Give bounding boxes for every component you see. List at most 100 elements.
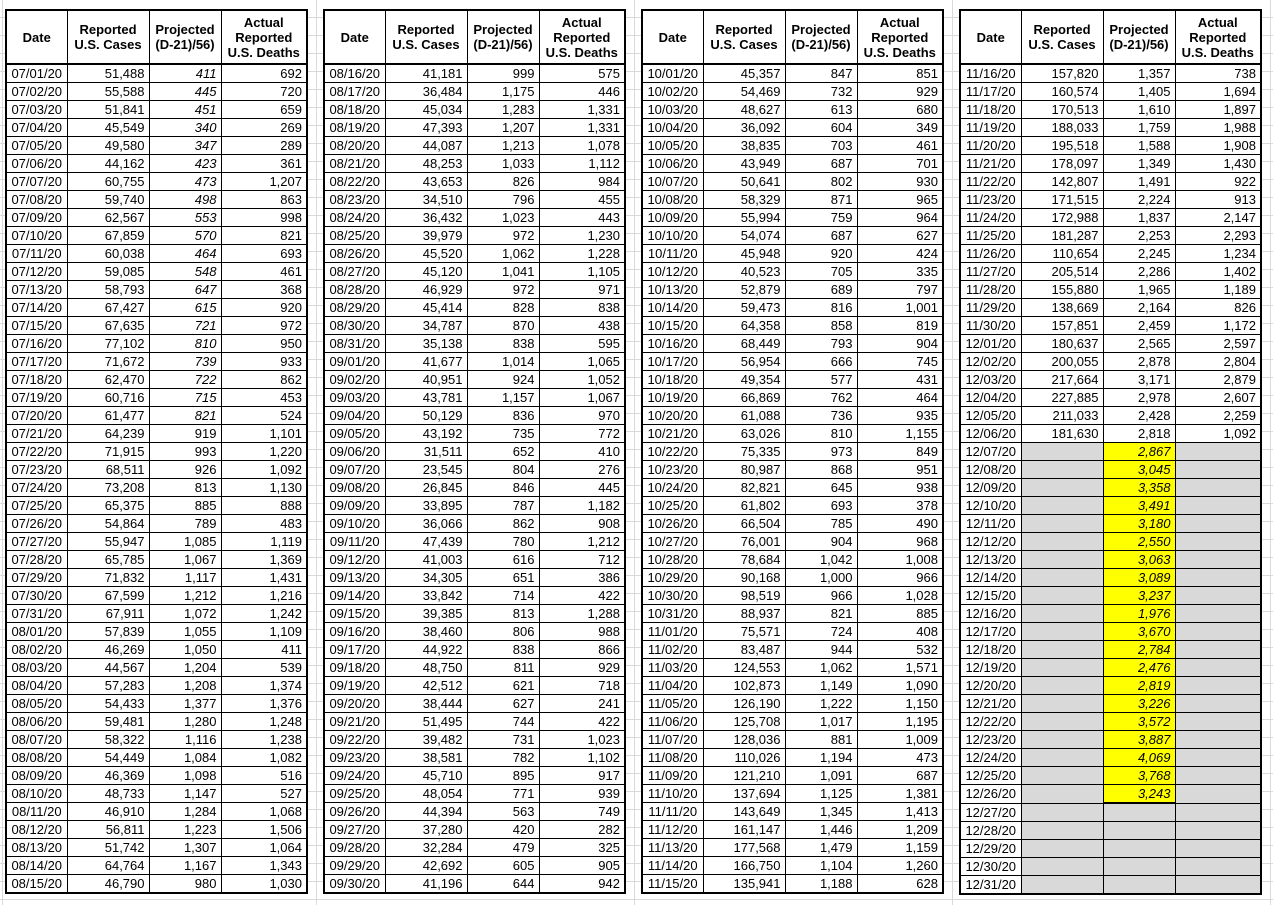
reported-cases-cell[interactable]: 49,354 (702, 370, 786, 389)
date-cell[interactable]: 09/19/20 (323, 676, 386, 695)
actual-deaths-cell[interactable]: 692 (220, 63, 308, 83)
actual-deaths-cell[interactable]: 1,067 (538, 388, 626, 407)
date-cell[interactable]: 07/17/20 (5, 352, 68, 371)
actual-deaths-cell[interactable]: 1,908 (1174, 136, 1262, 155)
projected-cell[interactable]: 1,062 (466, 244, 540, 263)
actual-deaths-cell[interactable]: 368 (220, 280, 308, 299)
reported-cases-cell[interactable]: 128,036 (702, 730, 786, 749)
projected-cell[interactable]: 881 (784, 730, 858, 749)
actual-deaths-cell[interactable]: 970 (538, 406, 626, 425)
projected-cell[interactable]: 627 (466, 694, 540, 713)
date-cell[interactable]: 07/07/20 (5, 172, 68, 191)
actual-deaths-cell[interactable]: 1,172 (1174, 316, 1262, 335)
projected-cell[interactable]: 2,459 (1102, 316, 1176, 335)
projected-cell[interactable]: 613 (784, 100, 858, 119)
projected-cell[interactable]: 645 (784, 478, 858, 497)
projected-cell[interactable]: 721 (148, 316, 222, 335)
date-cell[interactable]: 10/15/20 (641, 316, 704, 335)
reported-cases-cell[interactable]: 41,181 (384, 63, 468, 83)
projected-cell[interactable]: 2,428 (1102, 406, 1176, 425)
reported-cases-cell[interactable]: 55,947 (66, 532, 150, 551)
reported-cases-cell[interactable]: 180,637 (1020, 334, 1104, 353)
reported-cases-cell[interactable]: 77,102 (66, 334, 150, 353)
projected-cell[interactable]: 705 (784, 262, 858, 281)
actual-deaths-cell[interactable]: 826 (1174, 298, 1262, 317)
reported-cases-cell[interactable]: 45,520 (384, 244, 468, 263)
reported-cases-cell[interactable]: 80,987 (702, 460, 786, 479)
date-cell[interactable]: 08/07/20 (5, 730, 68, 749)
date-cell[interactable]: 10/29/20 (641, 568, 704, 587)
date-cell[interactable]: 10/04/20 (641, 118, 704, 137)
date-cell[interactable]: 08/21/20 (323, 154, 386, 173)
reported-cases-cell[interactable]: 83,487 (702, 640, 786, 659)
projected-cell[interactable]: 885 (148, 496, 222, 515)
reported-cases-cell[interactable]: 44,087 (384, 136, 468, 155)
header-deaths[interactable]: Actual Reported U.S. Deaths (856, 9, 944, 65)
projected-cell[interactable]: 2,164 (1102, 298, 1176, 317)
date-cell[interactable]: 10/05/20 (641, 136, 704, 155)
reported-cases-cell[interactable]: 37,280 (384, 820, 468, 839)
actual-deaths-cell[interactable]: 408 (856, 622, 944, 641)
reported-cases-cell[interactable]: 67,427 (66, 298, 150, 317)
date-cell[interactable]: 08/13/20 (5, 838, 68, 857)
projected-cell[interactable]: 1,976 (1102, 604, 1176, 623)
actual-deaths-cell[interactable]: 920 (220, 298, 308, 317)
projected-cell[interactable]: 1,055 (148, 622, 222, 641)
date-cell[interactable]: 11/11/20 (641, 802, 704, 821)
actual-deaths-cell[interactable] (1174, 658, 1262, 677)
actual-deaths-cell[interactable]: 851 (856, 63, 944, 83)
projected-cell[interactable]: 666 (784, 352, 858, 371)
projected-cell[interactable]: 689 (784, 280, 858, 299)
projected-cell[interactable]: 813 (148, 478, 222, 497)
projected-cell[interactable]: 1,116 (148, 730, 222, 749)
actual-deaths-cell[interactable]: 1,109 (220, 622, 308, 641)
projected-cell[interactable]: 570 (148, 226, 222, 245)
actual-deaths-cell[interactable]: 1,988 (1174, 118, 1262, 137)
projected-cell[interactable]: 785 (784, 514, 858, 533)
projected-cell[interactable]: 771 (466, 784, 540, 803)
header-cases[interactable]: Reported U.S. Cases (1020, 9, 1104, 65)
actual-deaths-cell[interactable]: 1,331 (538, 118, 626, 137)
date-cell[interactable]: 11/25/20 (959, 226, 1022, 245)
projected-cell[interactable]: 1,023 (466, 208, 540, 227)
actual-deaths-cell[interactable]: 1,030 (220, 874, 308, 894)
reported-cases-cell[interactable] (1020, 676, 1104, 695)
actual-deaths-cell[interactable]: 968 (856, 532, 944, 551)
projected-cell[interactable]: 479 (466, 838, 540, 857)
actual-deaths-cell[interactable]: 1,065 (538, 352, 626, 371)
actual-deaths-cell[interactable]: 964 (856, 208, 944, 227)
projected-cell[interactable]: 715 (148, 388, 222, 407)
date-cell[interactable]: 08/10/20 (5, 784, 68, 803)
reported-cases-cell[interactable]: 68,511 (66, 460, 150, 479)
actual-deaths-cell[interactable]: 575 (538, 63, 626, 83)
actual-deaths-cell[interactable]: 1,102 (538, 748, 626, 767)
date-cell[interactable]: 09/01/20 (323, 352, 386, 371)
actual-deaths-cell[interactable] (1174, 460, 1262, 479)
reported-cases-cell[interactable]: 59,740 (66, 190, 150, 209)
reported-cases-cell[interactable]: 135,941 (702, 874, 786, 894)
actual-deaths-cell[interactable]: 933 (220, 352, 308, 371)
date-cell[interactable]: 07/29/20 (5, 568, 68, 587)
projected-cell[interactable]: 473 (148, 172, 222, 191)
projected-cell[interactable]: 2,878 (1102, 352, 1176, 371)
reported-cases-cell[interactable]: 46,269 (66, 640, 150, 659)
header-date[interactable]: Date (323, 9, 386, 65)
date-cell[interactable]: 07/11/20 (5, 244, 68, 263)
projected-cell[interactable]: 1,204 (148, 658, 222, 677)
actual-deaths-cell[interactable]: 680 (856, 100, 944, 119)
date-cell[interactable]: 08/14/20 (5, 856, 68, 875)
projected-cell[interactable]: 1,446 (784, 820, 858, 839)
actual-deaths-cell[interactable]: 929 (538, 658, 626, 677)
reported-cases-cell[interactable]: 36,066 (384, 514, 468, 533)
date-cell[interactable]: 07/13/20 (5, 280, 68, 299)
date-cell[interactable]: 10/01/20 (641, 63, 704, 83)
reported-cases-cell[interactable]: 65,785 (66, 550, 150, 569)
actual-deaths-cell[interactable]: 361 (220, 154, 308, 173)
reported-cases-cell[interactable]: 45,034 (384, 100, 468, 119)
projected-cell[interactable]: 2,253 (1102, 226, 1176, 245)
date-cell[interactable]: 09/04/20 (323, 406, 386, 425)
projected-cell[interactable]: 1,091 (784, 766, 858, 785)
reported-cases-cell[interactable] (1020, 478, 1104, 497)
reported-cases-cell[interactable] (1020, 838, 1104, 858)
projected-cell[interactable]: 3,237 (1102, 586, 1176, 605)
